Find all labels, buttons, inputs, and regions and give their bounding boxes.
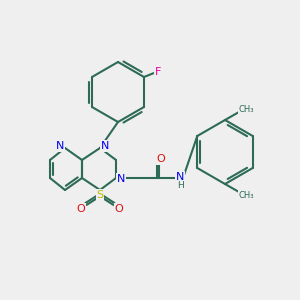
Text: CH₃: CH₃ (238, 104, 254, 113)
Text: H: H (177, 181, 183, 190)
Text: N: N (101, 141, 109, 151)
Text: N: N (56, 141, 64, 151)
Text: N: N (176, 172, 184, 182)
Text: N: N (117, 174, 125, 184)
Text: O: O (76, 204, 85, 214)
Text: CH₃: CH₃ (238, 190, 254, 200)
Text: O: O (157, 154, 165, 164)
Text: S: S (96, 190, 103, 200)
Text: F: F (155, 67, 161, 77)
Text: O: O (115, 204, 123, 214)
